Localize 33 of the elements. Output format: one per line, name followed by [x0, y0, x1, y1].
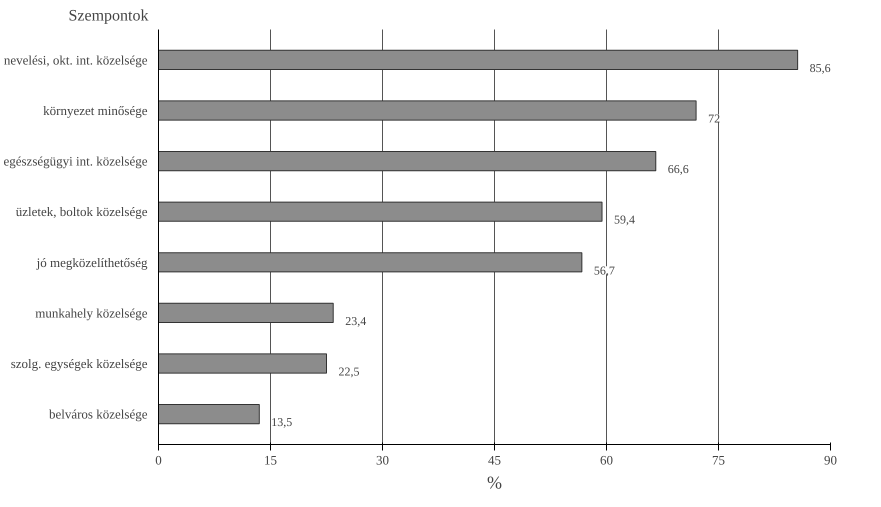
x-tick-label: 90 [824, 452, 837, 468]
y-tick-label: egészségügyi int. közelsége [3, 154, 148, 169]
data-label: 72 [708, 111, 720, 126]
data-label: 23,4 [345, 314, 366, 328]
y-tick-label: üzletek, boltok közelsége [16, 204, 148, 220]
y-tick-label: munkahely közelsége [35, 305, 148, 320]
bar [158, 100, 697, 121]
x-tick-label: 0 [155, 452, 162, 468]
x-tick-label: 45 [488, 452, 501, 468]
bar [158, 353, 327, 374]
x-tick-label: 15 [264, 452, 277, 468]
bar [158, 252, 582, 272]
x-tick-label: 75 [712, 452, 725, 468]
y-tick-label: jó megközelíthetőség [36, 254, 148, 270]
data-label: 59,4 [614, 212, 636, 227]
y-tick-label: környezet minősége [43, 102, 148, 118]
data-label: 66,6 [668, 162, 689, 176]
data-label: 85,6 [810, 60, 831, 75]
bar [158, 404, 260, 424]
data-label: 13,5 [271, 415, 292, 430]
y-tick-label: belváros közelsége [48, 406, 148, 422]
bar [158, 150, 656, 172]
data-label: 56,7 [594, 263, 615, 278]
bar [158, 302, 334, 324]
x-axis-title: % [487, 472, 502, 492]
y-axis-title: Szempontok [68, 8, 148, 24]
data-label: 22,5 [338, 364, 360, 379]
x-tick-label: 30 [376, 452, 389, 468]
y-tick-label: szolg. egységek közelsége [10, 356, 148, 372]
y-tick-label: nevelési, okt. int. közelsége [4, 52, 148, 68]
x-tick-label: 60 [600, 452, 613, 468]
bar [158, 50, 798, 70]
bar [158, 202, 603, 222]
